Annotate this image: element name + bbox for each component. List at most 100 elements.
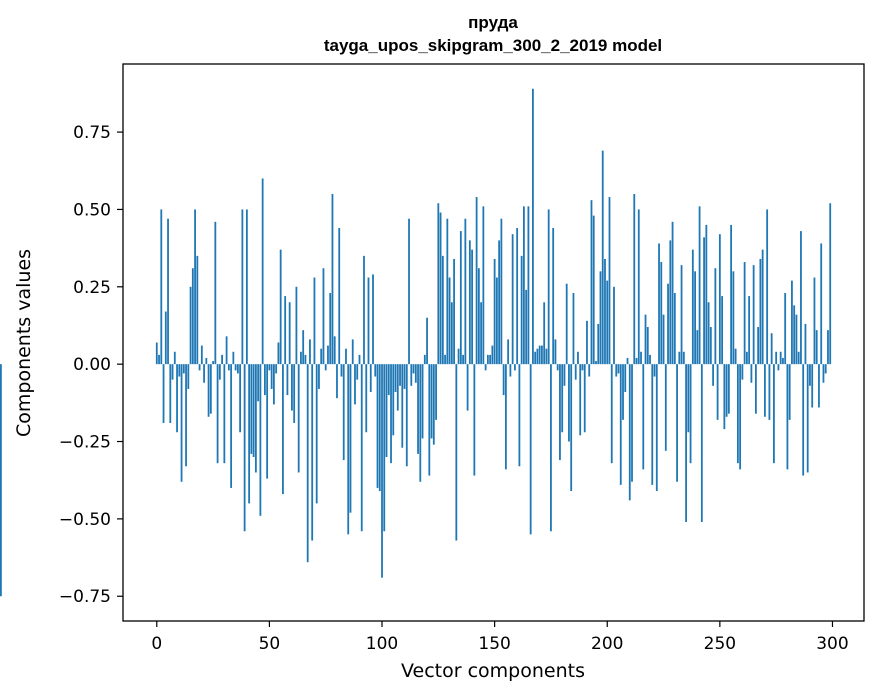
x-tick-label: 100 <box>366 634 398 654</box>
bar <box>405 364 408 467</box>
bars-group <box>0 88 832 597</box>
bar <box>525 289 528 365</box>
x-tick-label: 250 <box>704 634 736 654</box>
bar <box>459 231 462 365</box>
bar <box>775 351 778 365</box>
bar <box>795 314 798 365</box>
bar <box>504 364 507 470</box>
bar <box>297 364 300 473</box>
bar <box>565 283 568 365</box>
bar <box>302 330 305 365</box>
bar <box>457 348 460 365</box>
bar <box>158 354 160 365</box>
bar <box>347 364 350 535</box>
bar <box>500 218 503 365</box>
bar <box>455 364 458 541</box>
bar <box>813 277 816 365</box>
bar <box>671 221 674 365</box>
bar <box>464 218 467 365</box>
bar <box>466 364 469 411</box>
bar <box>649 354 651 365</box>
bar <box>806 364 809 473</box>
bar <box>723 364 726 430</box>
bar <box>570 364 573 492</box>
bar <box>462 354 464 365</box>
bar <box>802 364 805 476</box>
bar <box>696 330 699 365</box>
bar <box>786 364 789 470</box>
bar <box>622 364 624 420</box>
bar <box>534 351 537 365</box>
bar <box>223 364 226 464</box>
x-tick-label: 300 <box>816 634 848 654</box>
bar <box>741 364 744 380</box>
bar <box>311 364 314 541</box>
chart-subtitle: tayga_upos_skipgram_300_2_2019 model <box>324 36 662 55</box>
bar <box>275 364 278 374</box>
bar <box>164 311 167 365</box>
bar <box>365 364 368 433</box>
bar <box>374 364 377 377</box>
bar <box>221 354 223 365</box>
bar <box>291 364 293 411</box>
bar <box>640 351 642 365</box>
bar <box>430 364 433 439</box>
bar <box>473 364 476 476</box>
bar <box>583 364 586 433</box>
bar <box>777 364 780 371</box>
bar <box>327 345 329 365</box>
bar <box>484 364 487 371</box>
bar <box>387 364 390 396</box>
bar <box>383 364 386 532</box>
bar <box>372 274 374 365</box>
bar <box>750 364 753 383</box>
bar <box>286 364 289 396</box>
bar <box>595 361 597 365</box>
bar <box>579 364 582 436</box>
bar <box>381 364 383 578</box>
bar <box>437 203 440 365</box>
bar <box>282 364 284 495</box>
bar <box>408 218 410 365</box>
bar <box>243 364 246 532</box>
bar <box>230 364 233 488</box>
bar <box>207 364 210 417</box>
x-tick-label: 50 <box>259 634 281 654</box>
bar <box>574 364 577 380</box>
bar <box>162 364 165 423</box>
bar <box>667 283 669 365</box>
bar <box>410 364 413 386</box>
bar <box>322 268 325 365</box>
bar <box>651 364 654 485</box>
bar <box>205 357 208 365</box>
bar <box>329 292 332 365</box>
bar <box>538 345 541 365</box>
bar <box>673 292 676 365</box>
bar <box>782 357 784 365</box>
bar <box>385 364 388 457</box>
bar <box>705 224 708 365</box>
x-tick-label: 150 <box>478 634 510 654</box>
bar <box>232 351 235 365</box>
y-axis-label: Components values <box>13 249 35 437</box>
bar <box>779 351 782 365</box>
bar <box>691 249 694 365</box>
x-tick-label: 200 <box>591 634 623 654</box>
bar <box>678 351 681 365</box>
bar <box>403 364 406 389</box>
bar <box>178 364 181 377</box>
bar <box>448 277 451 365</box>
bar <box>491 345 494 365</box>
bar <box>502 364 505 396</box>
bar <box>194 209 196 365</box>
bar <box>626 357 629 365</box>
x-axis-label: Vector components <box>401 660 585 682</box>
y-tick-label: −0.75 <box>59 587 111 607</box>
bar <box>295 286 298 365</box>
bar <box>709 327 712 365</box>
y-axis-ticks: 0.75 0.50 0.25 0.00 −0.25 −0.50 −0.75 <box>59 123 123 607</box>
bar <box>288 302 291 365</box>
bar <box>759 258 762 365</box>
bar <box>245 209 248 365</box>
bar <box>268 364 271 371</box>
